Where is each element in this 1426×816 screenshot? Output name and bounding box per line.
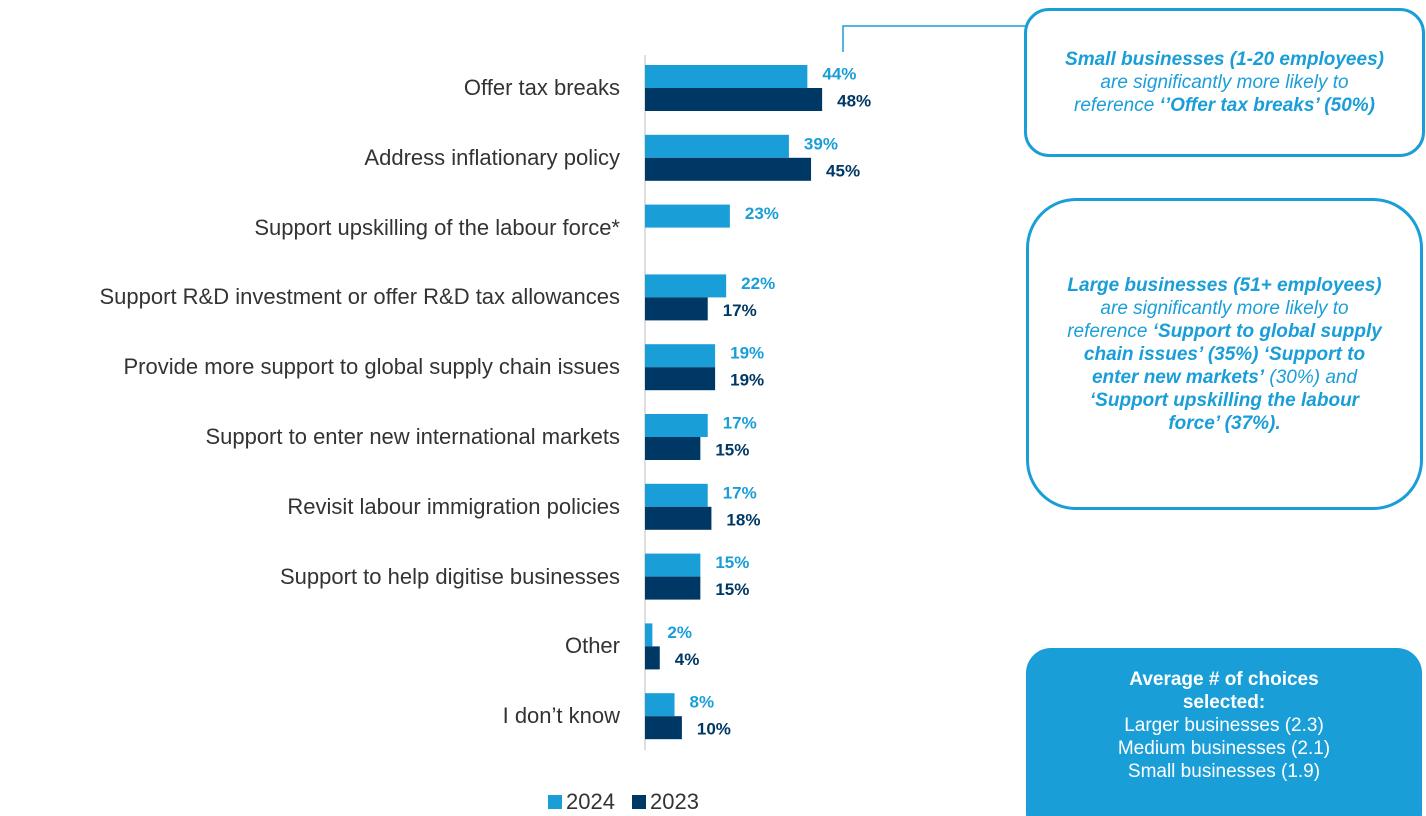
- callout-text: Small businesses (1-20 employees) are si…: [1061, 48, 1388, 117]
- bar: [645, 157, 812, 181]
- bar: [645, 344, 716, 368]
- value-label: 19%: [730, 371, 764, 390]
- bar: [645, 576, 701, 600]
- category-label: Support to help digitise businesses: [280, 563, 620, 589]
- value-label: 15%: [715, 580, 749, 599]
- bar: [645, 414, 708, 437]
- category-label: Support upskilling of the labour force*: [254, 214, 620, 240]
- bar: [645, 297, 708, 321]
- value-label: 39%: [804, 134, 838, 153]
- category-label: Support R&D investment or offer R&D tax …: [99, 284, 621, 310]
- category-label: Provide more support to global supply ch…: [123, 354, 621, 380]
- bar: [645, 134, 789, 158]
- category-label: Support to enter new international marke…: [205, 424, 620, 449]
- bar: [645, 716, 682, 740]
- bar: [645, 274, 727, 298]
- value-label: 10%: [697, 720, 731, 739]
- callout-run: Large businesses (51+ employees): [1067, 274, 1382, 296]
- callout-run: ‘Support to global supply chain issues’ …: [1083, 320, 1382, 388]
- value-label: 17%: [723, 301, 757, 320]
- bar: [645, 88, 823, 111]
- bar: [645, 623, 653, 647]
- bar: [645, 437, 701, 460]
- value-label: 18%: [726, 510, 760, 529]
- bar: [645, 693, 675, 717]
- callout-run: ‘’Offer tax breaks’ (50%): [1159, 95, 1375, 116]
- value-label: 22%: [741, 274, 775, 293]
- bar: [645, 204, 730, 228]
- bar: [645, 367, 716, 391]
- value-label: 4%: [675, 650, 700, 669]
- category-label: Other: [564, 633, 620, 659]
- legend-swatch: [548, 795, 562, 809]
- value-label: 15%: [715, 553, 749, 572]
- value-label: 48%: [837, 91, 871, 110]
- summary-box: Average # of choices selected: Larger bu…: [1026, 648, 1422, 816]
- legend-label: 2024: [566, 789, 615, 814]
- value-label: 17%: [723, 413, 757, 432]
- bar: [645, 65, 808, 88]
- callout: Small businesses (1-20 employees) are si…: [1024, 8, 1425, 157]
- legend-label: 2023: [650, 789, 699, 814]
- category-label: Offer tax breaks: [463, 75, 620, 100]
- callout-run: (30%) and: [1264, 366, 1358, 388]
- callout-run: ‘Support upskilling the labour force’ (3…: [1089, 389, 1360, 434]
- value-label: 45%: [826, 161, 860, 180]
- category-label: Revisit labour immigration policies: [287, 493, 620, 519]
- bar: [645, 506, 712, 530]
- legend-swatch: [632, 795, 646, 809]
- callout: Large businesses (51+ employees) are sig…: [1026, 198, 1423, 510]
- callout-run: are significantly more likely to referen…: [1074, 72, 1349, 116]
- callout-run: Small businesses (1-20 employees): [1065, 49, 1384, 70]
- category-label: I don’t know: [502, 703, 620, 729]
- callout-run: are significantly more likely to referen…: [1067, 297, 1349, 342]
- value-label: 2%: [667, 623, 692, 642]
- value-label: 17%: [723, 483, 757, 502]
- value-label: 8%: [690, 693, 715, 712]
- summary-line: Larger businesses (2.3): [1124, 715, 1324, 736]
- bar: [645, 483, 708, 507]
- value-label: 15%: [715, 440, 749, 459]
- value-label: 23%: [745, 204, 779, 223]
- value-label: 19%: [730, 344, 764, 363]
- summary-title: Average # of choices selected:: [1129, 669, 1319, 713]
- bar: [645, 553, 701, 577]
- summary-line: Medium businesses (2.1): [1117, 738, 1331, 759]
- category-label: Address inflationary policy: [364, 144, 620, 170]
- bar: [645, 646, 660, 670]
- value-label: 44%: [822, 64, 856, 83]
- callout-text: Large businesses (51+ employees) are sig…: [1063, 274, 1386, 435]
- connector: [842, 25, 1026, 52]
- summary-line: Small businesses (1.9): [1127, 761, 1321, 782]
